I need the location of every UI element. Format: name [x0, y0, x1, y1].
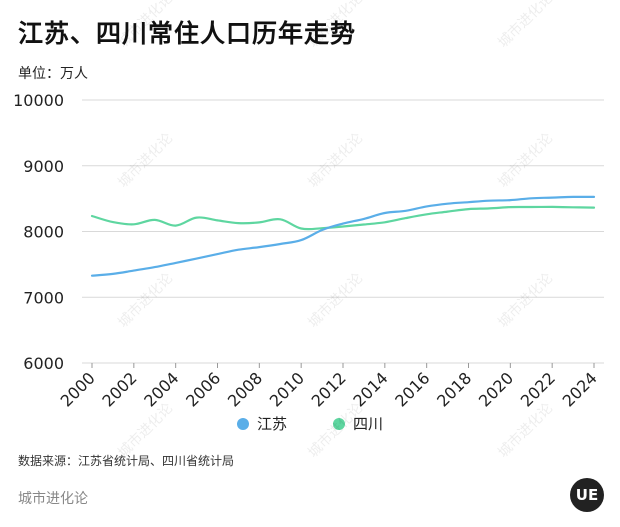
brand-name: 城市进化论	[18, 491, 88, 507]
x-tick-label: 2010	[266, 368, 308, 410]
x-tick-label: 2014	[349, 368, 391, 410]
x-tick-label: 2012	[308, 368, 350, 410]
x-tick-label: 2004	[140, 368, 182, 410]
y-tick-label: 6000	[23, 354, 64, 373]
x-tick-label: 2016	[391, 368, 433, 410]
legend-item-sichuan[interactable]: 四川	[333, 413, 383, 434]
legend-sichuan-label: 四川	[353, 415, 384, 433]
legend-jiangsu-label: 江苏	[256, 415, 287, 433]
x-tick-label: 2000	[57, 368, 99, 410]
legend-item-jiangsu[interactable]: 江苏	[236, 413, 287, 434]
data-source-note: 数据来源：江苏省统计局、四川省统计局	[18, 454, 235, 468]
series-line-sichuan	[90, 205, 596, 231]
y-tick-label: 7000	[23, 288, 64, 307]
x-tick-label: 2002	[98, 368, 140, 410]
x-tick-label: 2006	[182, 368, 224, 410]
x-tick-label: 2022	[517, 368, 559, 410]
line-chart: 6000 7000 8000 9000 10000 2000 2002 2004 2006 200…	[13, 91, 604, 411]
y-tick-label: 10000	[13, 91, 64, 110]
x-tick-label: 2020	[475, 368, 517, 410]
y-tick-label: 9000	[23, 157, 64, 176]
y-tick-label: 8000	[23, 223, 64, 242]
series-line-jiangsu	[90, 195, 596, 277]
brand-logo: UE	[570, 478, 604, 512]
x-tick-label: 2018	[433, 368, 475, 410]
chart-legend: 江苏 四川	[0, 413, 620, 434]
x-tick-label: 2024	[559, 368, 601, 410]
chart-title: 江苏、四川常住人口历年走势	[18, 19, 357, 48]
x-tick-label: 2008	[224, 368, 266, 410]
legend-sichuan-marker	[333, 417, 345, 430]
legend-jiangsu-marker	[236, 417, 249, 430]
unit-label: 单位：万人	[18, 66, 88, 82]
